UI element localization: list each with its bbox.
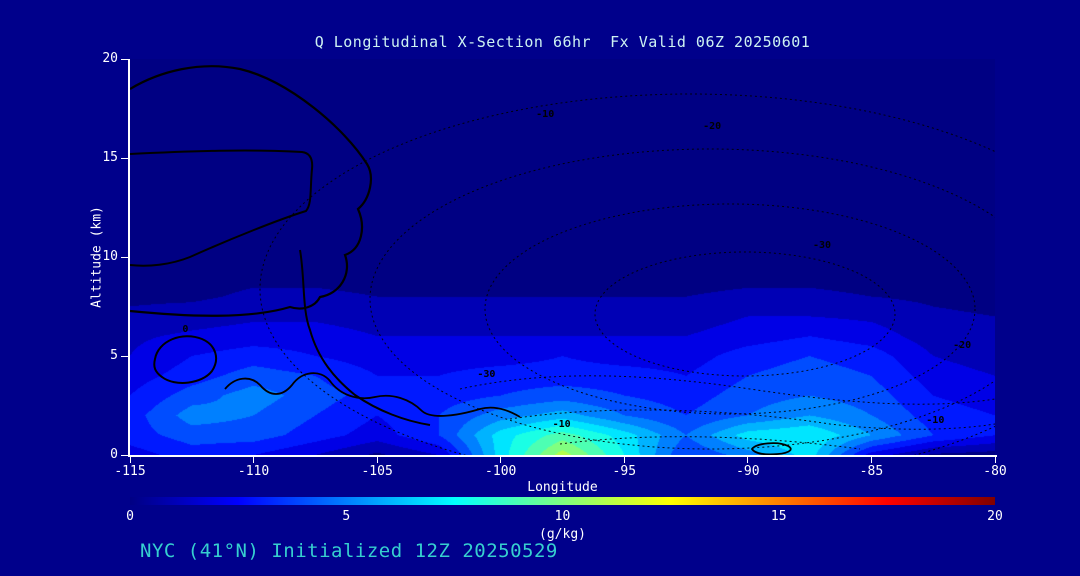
contour-label: -20 bbox=[953, 340, 972, 352]
contour-label: 0 bbox=[182, 323, 189, 335]
x-tick-mark bbox=[376, 457, 378, 463]
x-tick-label: -100 bbox=[485, 464, 517, 479]
solid-contour-line bbox=[130, 149, 314, 267]
colorbar-tick-label: 15 bbox=[770, 509, 787, 524]
colorbar-ticks: 0 5 10 15 20 bbox=[126, 509, 1003, 525]
x-tick-label: -105 bbox=[361, 464, 393, 479]
x-tick-mark bbox=[253, 457, 255, 463]
x-axis-line bbox=[128, 455, 997, 457]
y-tick-label: 0 bbox=[110, 447, 118, 462]
y-tick-label: 5 bbox=[110, 348, 118, 363]
x-axis-label: Longitude bbox=[527, 480, 598, 495]
colorbar-tick-label: 5 bbox=[342, 509, 351, 524]
colorbar-tick-label: 20 bbox=[987, 509, 1003, 524]
y-axis-label: Altitude (km) bbox=[89, 206, 105, 308]
y-tick-mark bbox=[121, 454, 128, 456]
x-tick-label: -85 bbox=[859, 464, 884, 479]
colorbar-units-label: (g/kg) bbox=[539, 527, 586, 542]
solid-contour-line bbox=[224, 372, 521, 418]
dashed-contour-line bbox=[484, 203, 976, 415]
y-tick-mark bbox=[121, 256, 128, 258]
contour-label: -30 bbox=[477, 369, 496, 380]
colorbar-tick-label: 0 bbox=[126, 509, 134, 524]
y-tick-label: 20 bbox=[102, 51, 118, 66]
temperature-contour-overlay bbox=[130, 65, 995, 455]
y-tick-label: 15 bbox=[102, 150, 118, 165]
x-tick-label: -110 bbox=[237, 464, 270, 479]
contour-label-layer: -10 -20 -30 -20 -30 -10 -10 0 bbox=[130, 59, 995, 455]
y-tick-label: 10 bbox=[102, 249, 118, 264]
colorbar-tick-label: 10 bbox=[554, 509, 571, 524]
y-tick-mark bbox=[121, 355, 128, 357]
contour-label: -30 bbox=[812, 239, 832, 251]
contour-label: -10 bbox=[536, 108, 555, 120]
solid-contour-loop bbox=[750, 442, 792, 455]
dashed-contour-line bbox=[509, 409, 995, 430]
q-field-heatmap bbox=[130, 59, 995, 455]
contour-label: -10 bbox=[552, 418, 571, 430]
x-tick-label: -95 bbox=[612, 464, 637, 479]
solid-contour-line bbox=[299, 249, 431, 426]
dashed-contour-line bbox=[459, 375, 995, 405]
contour-label: -20 bbox=[703, 121, 722, 133]
init-info-text: NYC (41°N) Initialized 12Z 20250529 bbox=[140, 540, 558, 562]
y-tick-mark bbox=[121, 58, 128, 60]
dashed-contour-line bbox=[594, 251, 896, 377]
solid-contour-loop-zero bbox=[153, 335, 218, 384]
y-tick-mark bbox=[121, 157, 128, 159]
x-tick-label: -90 bbox=[736, 464, 760, 479]
x-tick-mark bbox=[129, 457, 131, 463]
plot-area: -10 -20 -30 -20 -30 -10 -10 0 bbox=[130, 59, 995, 455]
x-tick-label: -115 bbox=[114, 464, 146, 479]
chart-title: Q Longitudinal X-Section 66hr Fx Valid 0… bbox=[314, 33, 811, 51]
solid-contour-line bbox=[130, 65, 372, 317]
x-tick-mark bbox=[747, 457, 749, 463]
x-tick-mark bbox=[623, 457, 625, 463]
x-tick-label: -80 bbox=[983, 464, 1007, 479]
colorbar-gradient bbox=[130, 497, 995, 505]
x-tick-mark bbox=[870, 457, 872, 463]
x-tick-mark bbox=[500, 457, 502, 463]
x-tick-mark bbox=[994, 457, 996, 463]
contour-label: -10 bbox=[926, 414, 945, 426]
y-axis-line bbox=[128, 59, 130, 457]
dashed-contour-line bbox=[259, 93, 995, 455]
